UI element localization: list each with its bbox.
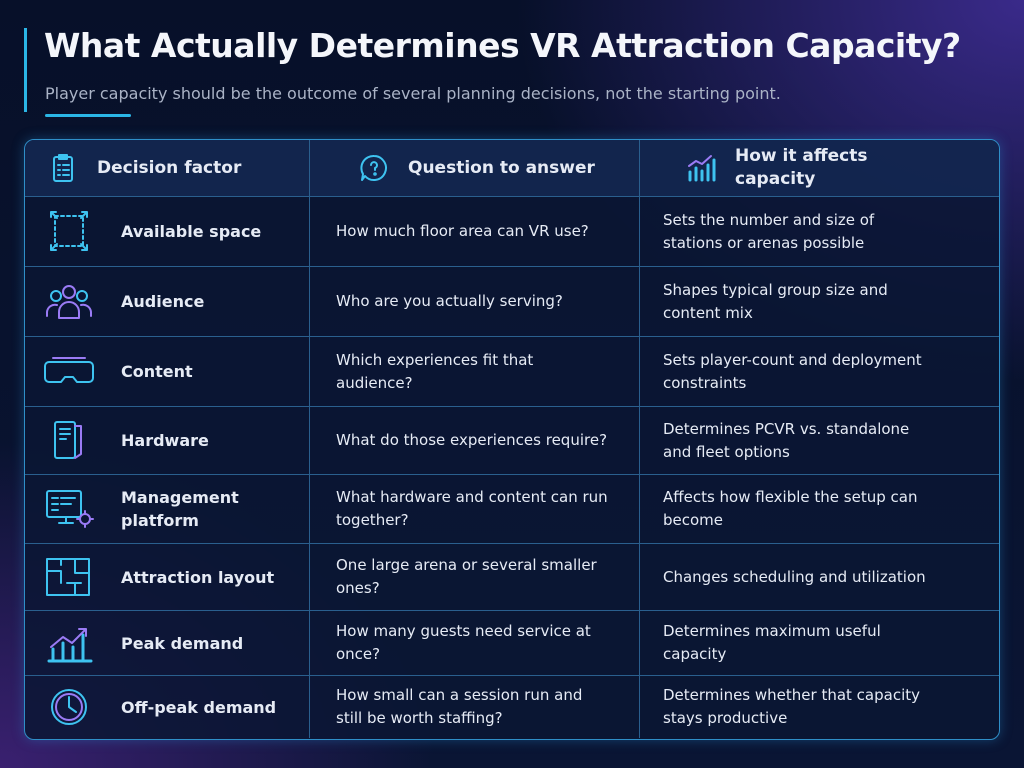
table-cell: How small can a session run and still be… xyxy=(309,676,639,738)
icon xyxy=(51,689,87,725)
table-cell: Determines maximum useful capacity xyxy=(639,611,998,675)
accent-underline xyxy=(45,114,131,117)
cell-text: How much floor area can VR use? xyxy=(336,222,589,240)
table: Decision factor Question to answer How it … xyxy=(24,139,1000,740)
header-cell: How it affects capacity xyxy=(639,140,998,196)
table-cell: What do those experiences require? xyxy=(309,407,639,474)
cell-text: Who are you actually serving? xyxy=(336,292,563,310)
table-cell: Sets player-count and deployment constra… xyxy=(639,337,998,406)
header-text: Question to answer xyxy=(408,157,595,178)
table-cell: How many guests need service at once? xyxy=(309,611,639,675)
icon xyxy=(46,284,92,319)
table-cell: One large arena or several smaller ones? xyxy=(309,544,639,610)
table-cell: Content xyxy=(25,337,309,406)
table-cell: Hardware xyxy=(25,407,309,474)
cell-text: Determines whether that capacity stays p… xyxy=(663,686,920,727)
cell-text: Determines PCVR vs. standalone and fleet… xyxy=(663,419,910,461)
table-cell: Audience xyxy=(25,267,309,336)
table-cell: Attraction layout xyxy=(25,544,309,610)
header-cell: Question to answer xyxy=(309,140,639,196)
icon xyxy=(44,356,94,383)
subtitle: Player capacity should be the outcome of… xyxy=(45,84,781,103)
header-text: Decision factor xyxy=(97,157,242,178)
table-row: Available space How much floor area can V… xyxy=(25,196,999,266)
cell-text: Determines maximum useful capacity xyxy=(663,622,881,663)
cell-text: Affects how flexible the setup can becom… xyxy=(663,488,918,529)
header-text: How it affects capacity xyxy=(735,146,868,189)
cell-text: Changes scheduling and utilization xyxy=(663,567,926,586)
cell-text: What do those experiences require? xyxy=(336,431,608,449)
header-cell: Decision factor xyxy=(25,140,309,196)
icon xyxy=(53,154,73,182)
table-row: Hardware What do those experiences requir… xyxy=(25,406,999,474)
accent-bar xyxy=(24,28,27,112)
table-cell: Changes scheduling and utilization xyxy=(639,544,998,610)
icon xyxy=(360,154,387,181)
factor: Peak demand xyxy=(121,633,244,653)
cell-text: One large arena or several smaller ones? xyxy=(336,556,597,597)
factor: Available space xyxy=(121,222,262,241)
factor: Content xyxy=(121,362,193,381)
table-cell: Management platform xyxy=(25,475,309,543)
table-cell: How much floor area can VR use? xyxy=(309,197,639,266)
table-cell: Off-peak demand xyxy=(25,676,309,738)
table-cell: Affects how flexible the setup can becom… xyxy=(639,475,998,543)
table-row: Audience Who are you actually serving? Sha… xyxy=(25,266,999,336)
table-cell: Determines PCVR vs. standalone and fleet… xyxy=(639,407,998,474)
table-row: Off-peak demand How small can a session r… xyxy=(25,675,999,738)
icon xyxy=(47,628,93,663)
table-row: Management platform What hardware and con… xyxy=(25,474,999,543)
table-row: Content Which experiences fit that audien… xyxy=(25,336,999,406)
title: What Actually Determines VR Attraction C… xyxy=(44,26,961,65)
cell-text: How many guests need service at once? xyxy=(336,622,591,663)
factor: Management platform xyxy=(121,488,239,530)
factor: Hardware xyxy=(121,431,209,450)
cell-text: Sets player-count and deployment constra… xyxy=(663,350,922,392)
factor: Audience xyxy=(121,292,205,311)
cell-text: What hardware and content can run togeth… xyxy=(336,488,608,529)
header-row: Decision factor Question to answer How it … xyxy=(25,140,999,196)
table-row: Attraction layout One large arena or seve… xyxy=(25,543,999,610)
icon xyxy=(688,155,716,182)
cell-text: How small can a session run and still be… xyxy=(336,686,583,727)
factor: Off-peak demand xyxy=(121,697,277,717)
table-row: Peak demand How many guests need service … xyxy=(25,610,999,675)
cell-text: Shapes typical group size and content mi… xyxy=(663,280,888,322)
table-cell: Sets the number and size of stations or … xyxy=(639,197,998,266)
icon xyxy=(54,420,82,459)
table-cell: What hardware and content can run togeth… xyxy=(309,475,639,543)
table-cell: Which experiences fit that audience? xyxy=(309,337,639,406)
factor: Attraction layout xyxy=(121,567,275,587)
cell-text: Sets the number and size of stations or … xyxy=(663,210,875,252)
icon xyxy=(50,210,88,251)
table-cell: Who are you actually serving? xyxy=(309,267,639,336)
table-cell: Peak demand xyxy=(25,611,309,675)
table-cell: Determines whether that capacity stays p… xyxy=(639,676,998,738)
table-cell: Shapes typical group size and content mi… xyxy=(639,267,998,336)
icon xyxy=(46,490,94,528)
icon xyxy=(46,558,90,596)
cell-text: Which experiences fit that audience? xyxy=(336,350,534,392)
table-cell: Available space xyxy=(25,197,309,266)
